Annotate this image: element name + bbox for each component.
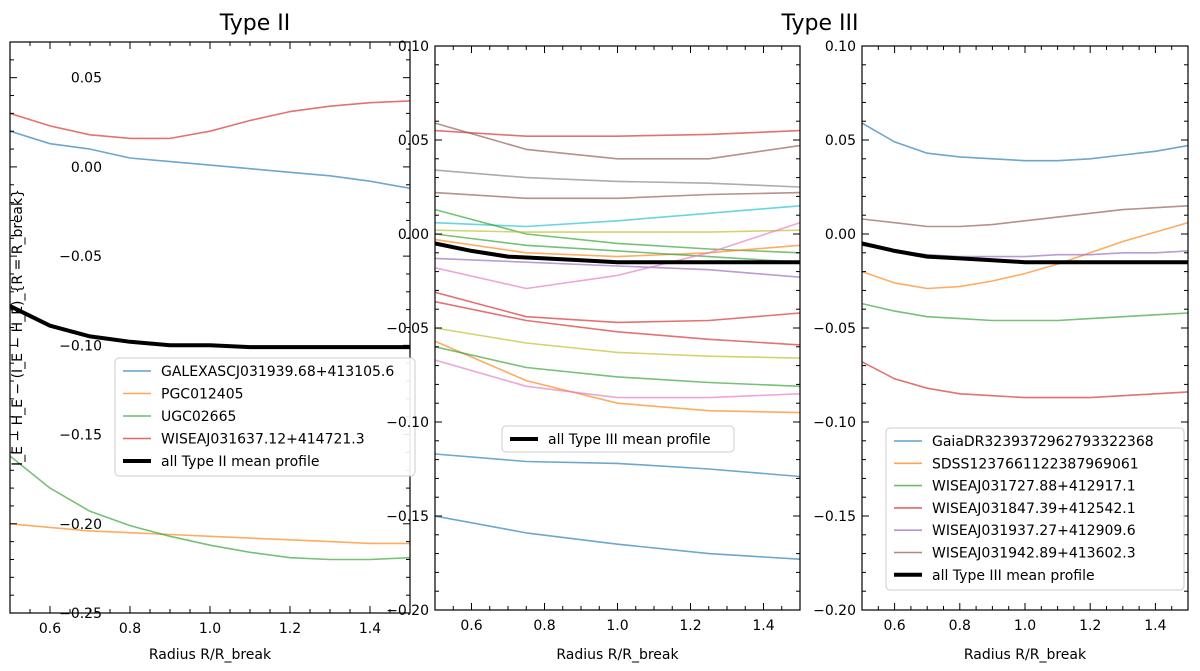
- y-tick-label: 0.05: [71, 71, 102, 87]
- x-tick-label: 0.8: [949, 618, 971, 634]
- legend-entry: GaiaDR3239372962793322368: [932, 434, 1154, 450]
- panel-3: 0.6 0.8 1.0 1.2 1.4 0.10 0.05 0.00 −0.05 −0.10 −0.…: [813, 39, 1189, 663]
- legend: GaiaDR3239372962793322368 SDSS12376611223…: [885, 427, 1185, 591]
- series-line-4: [862, 360, 1188, 399]
- series-line-20: [435, 241, 800, 265]
- legend-entry: SDSS1237661122387969061: [932, 456, 1139, 472]
- x-tick-label: 1.4: [1144, 618, 1166, 634]
- series-line-7: [435, 229, 800, 233]
- series-line-19: [435, 515, 800, 561]
- y-tick-label: −0.05: [386, 321, 429, 337]
- legend-box: [501, 425, 735, 453]
- x-tick-label: 1.2: [279, 621, 301, 637]
- legend-entry: WISEAJ031942.89+413602.3: [932, 546, 1136, 562]
- title-type-iii: Type III: [781, 11, 859, 36]
- legend-entry: WISEAJ031637.12+414721.3: [161, 432, 365, 448]
- y-axis-label: I_E − H_E − (I_E − H_E)_{R = R_break}: [10, 189, 26, 466]
- series-group: [435, 122, 800, 561]
- legend-entry: all Type III mean profile: [932, 568, 1095, 584]
- series-line-12: [435, 291, 800, 324]
- series-line-4: [435, 191, 800, 200]
- series-line-14: [435, 327, 800, 359]
- series-line-3: [10, 455, 410, 561]
- x-tick-label: 1.0: [1014, 618, 1036, 634]
- series-line-17: [435, 359, 800, 399]
- y-tick-label: −0.05: [59, 249, 102, 265]
- series-line-1: [862, 122, 1188, 162]
- x-tick-label: 0.8: [119, 621, 141, 637]
- x-tick-label: 0.6: [39, 621, 61, 637]
- legend-entry: all Type III mean profile: [548, 432, 711, 448]
- legend: GALEXASCJ031939.68+413105.6 PGC012405 UGC0…: [114, 357, 416, 477]
- y-tick-label: 0.10: [398, 39, 429, 55]
- y-tick-label: −0.15: [813, 509, 856, 525]
- legend-entry: WISEAJ031847.39+412542.1: [932, 501, 1136, 517]
- series-line-7: [862, 241, 1188, 265]
- y-tick-label: −0.05: [813, 321, 856, 337]
- series-line-3: [862, 302, 1188, 322]
- x-tick-label: 0.8: [533, 618, 555, 634]
- legend-entry: GALEXASCJ031939.68+413105.6: [161, 364, 394, 380]
- x-axis-label: Radius R/R_break: [149, 647, 272, 663]
- series-line-2: [435, 122, 800, 160]
- series-group: [10, 100, 410, 561]
- series-line-18: [435, 453, 800, 478]
- legend-entry: UGC02665: [161, 409, 236, 425]
- legend: all Type III mean profile: [501, 425, 735, 453]
- series-line-4: [10, 100, 410, 140]
- y-tick-label: −0.15: [59, 428, 102, 444]
- y-tick-label: −0.20: [813, 603, 856, 619]
- y-tick-label: −0.10: [813, 415, 856, 431]
- y-tick-label: −0.25: [59, 606, 102, 622]
- series-line-3: [435, 169, 800, 188]
- x-tick-label: 0.6: [883, 618, 905, 634]
- series-line-2: [862, 221, 1188, 290]
- x-tick-label: 1.4: [359, 621, 381, 637]
- legend-entry: WISEAJ031937.27+412909.6: [932, 523, 1136, 539]
- series-line-1: [10, 130, 410, 190]
- series-line-1: [435, 129, 800, 137]
- y-tick-label: 0.10: [825, 39, 856, 55]
- y-tick-label: −0.20: [386, 603, 429, 619]
- series-line-13: [435, 300, 800, 346]
- x-axis-label: Radius R/R_break: [556, 647, 679, 663]
- panel-2: 0.6 0.8 1.0 1.2 1.4 0.10 0.05 0.00 −0.05 −0.10 −0.…: [386, 39, 801, 663]
- series-line-10: [435, 257, 800, 279]
- series-line-9: [435, 233, 800, 264]
- series-line-8: [435, 238, 800, 258]
- series-line-16: [435, 345, 800, 388]
- series-line-6: [862, 205, 1188, 228]
- x-tick-label: 1.0: [606, 618, 628, 634]
- y-tick-label: 0.00: [825, 227, 856, 243]
- x-tick-label: 1.2: [1079, 618, 1101, 634]
- series-line-2: [10, 522, 410, 545]
- y-tick-label: −0.15: [386, 509, 429, 525]
- legend-entry: PGC012405: [161, 387, 244, 403]
- x-tick-label: 1.4: [752, 618, 774, 634]
- x-axis-label: Radius R/R_break: [964, 647, 1087, 663]
- y-tick-label: 0.00: [71, 160, 102, 176]
- x-tick-label: 1.0: [199, 621, 221, 637]
- legend-entry: WISEAJ031727.88+412917.1: [932, 479, 1136, 495]
- series-line-15: [435, 340, 800, 414]
- y-tick-label: 0.00: [398, 227, 429, 243]
- x-tick-label: 1.2: [679, 618, 701, 634]
- y-tick-label: −0.10: [59, 338, 102, 354]
- legend-box: [885, 427, 1185, 591]
- y-tick-label: −0.10: [386, 415, 429, 431]
- legend-entry: all Type II mean profile: [161, 454, 320, 470]
- series-line-5: [10, 304, 410, 350]
- y-tick-label: −0.20: [59, 517, 102, 533]
- panel-1: 0.6 0.8 1.0 1.2 1.4 0.05 0.00 −0.05 −0.10 −0.15 −0…: [9, 41, 416, 663]
- series-line-11: [435, 221, 800, 290]
- series-group: [862, 122, 1188, 399]
- y-tick-label: 0.05: [825, 133, 856, 149]
- legend-box: [114, 357, 416, 477]
- x-tick-label: 0.6: [460, 618, 482, 634]
- title-type-ii: Type II: [219, 11, 291, 36]
- y-tick-label: 0.05: [398, 133, 429, 149]
- series-line-5: [435, 205, 800, 228]
